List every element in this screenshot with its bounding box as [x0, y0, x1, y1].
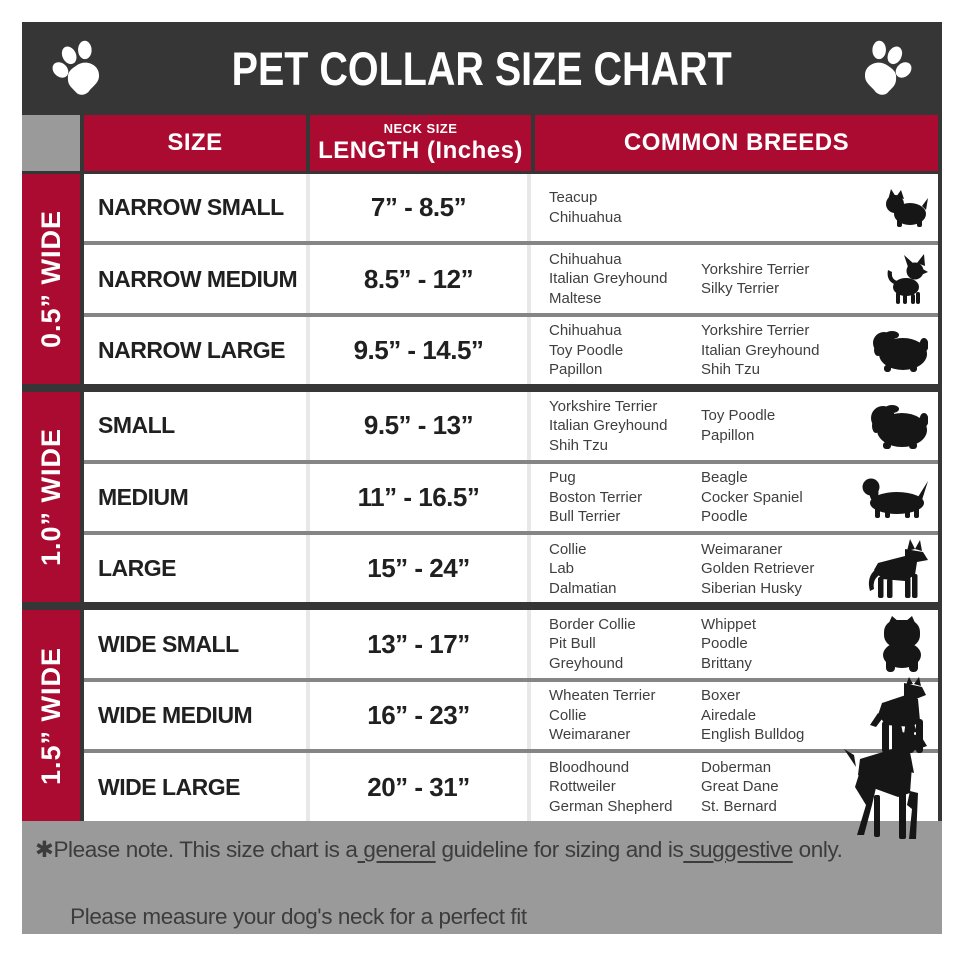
breed-list: Pug Boston Terrier Bull Terrier [549, 469, 643, 526]
breed-list: Collie Lab Dalmatian [549, 540, 617, 597]
length-cell: 8.5” - 12” [306, 245, 527, 313]
chihuahua-icon [884, 254, 928, 305]
breed-list: Boxer Airedale English Bulldog [701, 687, 805, 744]
breed-list: Weimaraner Golden Retriever Siberian Hus… [701, 540, 815, 597]
table-row: WIDE SMALL 13” - 17” Border Collie Pit B… [84, 610, 938, 678]
breeds-cell: Chihuahua Italian Greyhound Maltese York… [527, 245, 938, 313]
footnote-band: ✱Please note. This size chart is a gener… [22, 820, 942, 934]
footnote-line2: Please measure your dog's neck for a per… [70, 904, 527, 930]
breeds-cell: Pug Boston Terrier Bull Terrier Beagle C… [527, 463, 938, 532]
pekingese-icon [870, 402, 929, 450]
length-cell: 9.5” - 14.5” [306, 316, 527, 385]
width-group-label: 1.5” WIDE [22, 610, 80, 821]
doberman-icon [840, 706, 936, 839]
corner-cell [22, 115, 80, 171]
breed-list: Whippet Poodle Brittany [701, 615, 757, 672]
table-header: SIZE NECK SIZE LENGTH (Inches) COMMON BR… [22, 115, 942, 171]
breed-list: Yorkshire Terrier Silky Terrier [701, 260, 810, 298]
paw-icon [52, 40, 99, 95]
breed-list: Doberman Great Dane St. Bernard [701, 758, 779, 815]
breed-list: Toy Poodle Papillon [701, 407, 776, 444]
breeds-cell: Bloodhound Rottweiler German Shepherd Do… [527, 706, 938, 839]
breed-list: Chihuahua Toy Poodle Papillon [549, 322, 624, 379]
length-cell: 11” - 16.5” [306, 463, 527, 532]
breeds-cell: Yorkshire Terrier Italian Greyhound Shih… [527, 392, 938, 460]
section-half-inch: 0.5” WIDE NARROW SMALL 7” - 8.5” Teacup … [22, 173, 942, 385]
size-cell: NARROW SMALL [98, 194, 284, 221]
table-row: MEDIUM 11” - 16.5” Pug Boston Terrier Bu… [84, 459, 938, 532]
length-cell: 20” - 31” [306, 753, 527, 821]
yorkie-icon [880, 188, 928, 228]
breeds-cell: Border Collie Pit Bull Greyhound Whippet… [527, 610, 938, 678]
size-cell: WIDE SMALL [98, 630, 239, 657]
size-cell: MEDIUM [98, 483, 189, 510]
breed-list: Beagle Cocker Spaniel Poodle [701, 469, 803, 526]
table-row: NARROW LARGE 9.5” - 14.5” Chihuahua Toy … [84, 312, 938, 385]
footnote-text: ✱Please note. This size chart is a gener… [35, 836, 843, 930]
section-one-inch: 1.0” WIDE SMALL 9.5” - 13” Yorkshire Ter… [22, 392, 942, 603]
chart-panel: PET COLLAR SIZE CHART SIZE NECK SIZE LEN… [22, 22, 942, 934]
length-cell: 15” - 24” [306, 535, 527, 603]
size-cell: NARROW MEDIUM [98, 265, 298, 292]
length-cell: 13” - 17” [306, 610, 527, 678]
table-row: SMALL 9.5” - 13” Yorkshire Terrier Itali… [84, 392, 938, 460]
underlined-word: suggestive [683, 836, 793, 862]
length-cell: 7” - 8.5” [306, 173, 527, 242]
breeds-cell: Chihuahua Toy Poodle Papillon Yorkshire … [527, 316, 938, 385]
shepherd-icon [864, 538, 928, 599]
breed-list: Yorkshire Terrier Italian Greyhound Shih… [701, 322, 820, 379]
header-breeds: COMMON BREEDS [535, 115, 938, 171]
table-row: WIDE MEDIUM 16” - 23” Wheaten Terrier Co… [84, 676, 938, 753]
page-title: PET COLLAR SIZE CHART [231, 42, 733, 96]
table-row: NARROW SMALL 7” - 8.5” Teacup Chihuahua [84, 173, 938, 242]
section-one-half-inch: 1.5” WIDE WIDE SMALL 13” - 17” Border Co… [22, 610, 942, 839]
width-group-label: 0.5” WIDE [22, 173, 80, 385]
table-row: LARGE 15” - 24” Collie Lab Dalmatian Wei… [84, 531, 938, 603]
table-row: WIDE LARGE 20” - 31” Bloodhound Rottweil… [84, 706, 938, 839]
breed-list: Wheaten Terrier Collie Weimaraner [549, 687, 656, 744]
breeds-cell: Collie Lab Dalmatian Weimaraner Golden R… [527, 535, 938, 603]
length-cell: 16” - 23” [306, 681, 527, 750]
section-rows: SMALL 9.5” - 13” Yorkshire Terrier Itali… [84, 392, 938, 603]
breed-list: Bloodhound Rottweiler German Shepherd [549, 758, 673, 815]
size-cell: SMALL [98, 412, 175, 439]
breed-list: Chihuahua Italian Greyhound Maltese [549, 250, 668, 307]
title-bar: PET COLLAR SIZE CHART [22, 22, 942, 115]
size-cell: WIDE MEDIUM [98, 702, 253, 729]
header-length: NECK SIZE LENGTH (Inches) [310, 115, 531, 171]
bulldog-icon [876, 616, 928, 673]
header-size: SIZE [84, 115, 306, 171]
breeds-cell: Teacup Chihuahua [527, 173, 938, 242]
paw-icon [865, 40, 912, 95]
size-cell: LARGE [98, 555, 177, 582]
header-length-title: LENGTH (Inches) [318, 137, 523, 165]
table-row: NARROW MEDIUM 8.5” - 12” Chihuahua Itali… [84, 241, 938, 313]
shih-tzu-icon [872, 327, 929, 373]
section-rows: NARROW SMALL 7” - 8.5” Teacup Chihuahua [84, 173, 938, 385]
breed-list: Border Collie Pit Bull Greyhound [549, 615, 636, 672]
header-length-subtitle: NECK SIZE [383, 121, 458, 137]
length-cell: 9.5” - 13” [306, 392, 527, 460]
dachshund-icon [860, 475, 928, 519]
breed-list: Teacup Chihuahua [549, 189, 622, 226]
underlined-word: general [357, 836, 436, 862]
size-cell: NARROW LARGE [98, 336, 285, 363]
size-cell: WIDE LARGE [98, 773, 240, 800]
breed-list: Yorkshire Terrier Italian Greyhound Shih… [549, 397, 668, 454]
section-rows: WIDE SMALL 13” - 17” Border Collie Pit B… [84, 610, 938, 839]
width-group-label: 1.0” WIDE [22, 392, 80, 603]
